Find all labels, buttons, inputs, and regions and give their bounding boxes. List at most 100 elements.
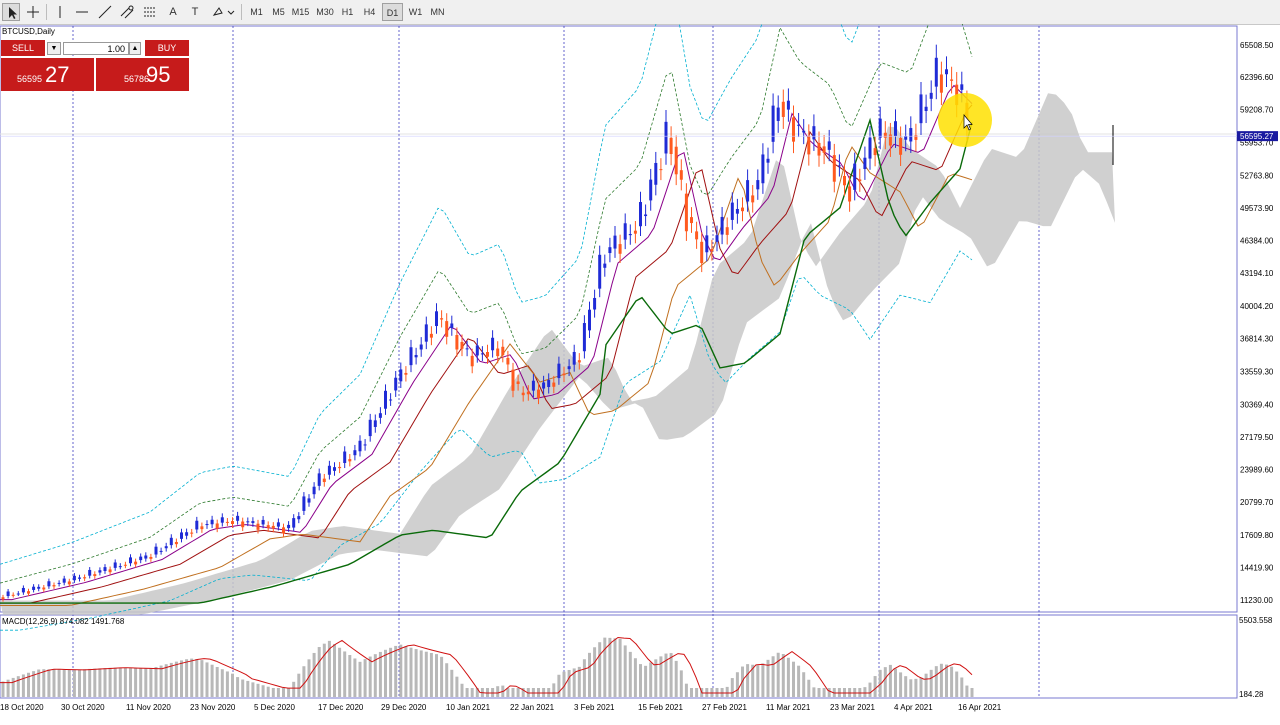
- main-chart-frame: [0, 25, 1238, 613]
- macd-histogram-bar: [924, 673, 928, 697]
- candle-body: [287, 524, 291, 529]
- shapes-icon[interactable]: [210, 3, 236, 21]
- macd-histogram-bar: [786, 657, 790, 697]
- candle-body: [317, 473, 321, 486]
- spin-up-icon[interactable]: ▲: [129, 42, 141, 55]
- price-axis-label: 20799.70: [1240, 498, 1274, 507]
- horizontal-line-icon[interactable]: [73, 3, 91, 21]
- ma-200-line: [0, 117, 973, 604]
- candle-body: [123, 564, 127, 566]
- buy-button[interactable]: BUY: [145, 40, 189, 56]
- timeframe-m30[interactable]: M30: [316, 7, 334, 17]
- time-axis-label: 18 Oct 2020: [0, 703, 44, 712]
- macd-histogram-bar: [802, 672, 806, 697]
- candle-body: [628, 234, 632, 236]
- candle-body: [271, 525, 275, 529]
- macd-histogram-bar: [327, 640, 331, 697]
- sell-button[interactable]: SELL: [1, 40, 45, 56]
- macd-histogram-bar: [659, 656, 663, 697]
- macd-histogram-bar: [751, 664, 755, 697]
- upper-band-line: [0, 0, 869, 565]
- candle-body: [531, 380, 535, 391]
- macd-histogram-bar: [945, 664, 948, 697]
- candle-body: [679, 170, 683, 180]
- candle-body: [129, 557, 132, 564]
- macd-histogram-bar: [57, 669, 61, 697]
- time-axis-label: 23 Nov 2020: [190, 703, 236, 712]
- candle-body: [450, 323, 454, 329]
- candle-body: [373, 420, 377, 427]
- envelope-upper-line: [0, 0, 973, 584]
- text-icon[interactable]: A: [169, 6, 177, 18]
- candle-body: [807, 135, 811, 155]
- candle-body: [894, 121, 897, 137]
- lot-size-input[interactable]: 1.00: [63, 42, 129, 55]
- crosshair-icon[interactable]: [24, 3, 42, 21]
- time-axis-label: 22 Jan 2021: [510, 703, 555, 712]
- macd-histogram-bar: [185, 659, 189, 697]
- macd-histogram-bar: [231, 673, 234, 697]
- candle-body: [674, 146, 678, 175]
- macd-histogram-bar: [37, 669, 41, 697]
- timeframe-m1[interactable]: M1: [250, 7, 263, 17]
- candle-body: [593, 297, 597, 310]
- macd-histogram-bar: [577, 666, 581, 697]
- trendline-icon[interactable]: [96, 3, 114, 21]
- candle-body: [526, 391, 530, 395]
- macd-histogram-bar: [511, 688, 515, 697]
- timeframe-m15[interactable]: M15: [291, 7, 310, 17]
- candle-body: [924, 106, 928, 111]
- candle-body: [174, 541, 178, 545]
- macd-histogram-bar: [970, 688, 974, 697]
- macd-histogram-bar: [690, 688, 693, 697]
- buy-price-button[interactable]: 56786 95: [96, 58, 189, 91]
- timeframe-d1[interactable]: D1: [382, 3, 403, 21]
- timeframe-w1[interactable]: W1: [408, 7, 423, 17]
- candle-body: [562, 373, 566, 376]
- candle-body: [761, 154, 765, 184]
- candle-body: [42, 587, 46, 590]
- time-axis-label: 3 Feb 2021: [574, 703, 615, 712]
- macd-histogram-bar: [256, 683, 260, 697]
- candle-body: [384, 390, 387, 409]
- text-label-icon[interactable]: T: [191, 6, 199, 18]
- macd-histogram-bar: [271, 688, 275, 697]
- candle-body: [950, 79, 954, 81]
- macd-histogram-bar: [225, 671, 229, 697]
- macd-histogram-bar: [149, 668, 153, 697]
- volume-dropdown-icon[interactable]: ▼: [47, 42, 61, 55]
- buy-price-small: 56786: [124, 74, 150, 84]
- timeframe-mn[interactable]: MN: [430, 7, 445, 17]
- timeframe-h1[interactable]: H1: [341, 7, 354, 17]
- candle-body: [210, 519, 214, 525]
- vertical-line-icon[interactable]: [51, 3, 69, 21]
- sell-price-big: 27: [45, 62, 70, 87]
- macd-histogram-bar: [572, 668, 576, 697]
- timeframe-m5[interactable]: M5: [272, 7, 285, 17]
- sell-price-button[interactable]: 56595 27: [1, 58, 94, 91]
- macd-histogram-bar: [914, 678, 918, 697]
- macd-histogram-bar: [695, 688, 699, 697]
- fibonacci-icon[interactable]: [141, 3, 159, 21]
- candle-body: [72, 575, 76, 581]
- candle-body: [108, 569, 112, 573]
- time-axis-label: 11 Nov 2020: [126, 703, 171, 712]
- candle-body: [843, 175, 846, 186]
- candle-body: [78, 577, 81, 579]
- macd-histogram-bar: [827, 688, 831, 697]
- timeframe-h4[interactable]: H4: [363, 7, 376, 17]
- macd-histogram-bar: [419, 650, 423, 697]
- macd-histogram-bar: [562, 671, 566, 697]
- macd-histogram-bar: [134, 668, 138, 697]
- macd-histogram-bar: [159, 665, 163, 697]
- candle-body: [506, 357, 510, 365]
- candle-body: [292, 518, 296, 528]
- candle-body: [169, 537, 173, 546]
- candle-body: [914, 135, 918, 140]
- channel-icon[interactable]: [118, 3, 136, 21]
- cursor-icon[interactable]: [2, 3, 20, 21]
- candle-body: [883, 132, 887, 138]
- macd-histogram-bar: [746, 664, 750, 697]
